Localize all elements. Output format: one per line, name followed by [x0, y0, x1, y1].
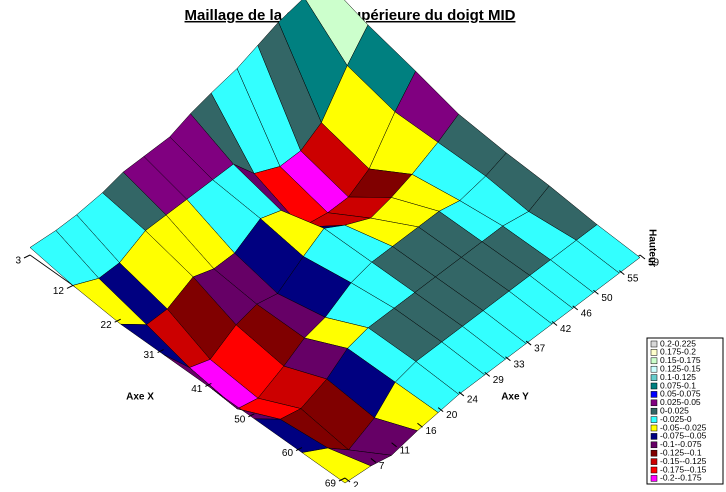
legend-swatch: [650, 475, 658, 482]
y-tick-label: 20: [446, 410, 458, 421]
x-tick-label: 12: [53, 286, 65, 297]
legend-label: 0.175-0.2: [660, 347, 696, 357]
legend-label: -0.1--0.075: [660, 439, 702, 449]
y-tick: [639, 254, 646, 260]
legend-label: -0.175--0.15: [660, 464, 707, 474]
x-tick-label: 60: [282, 448, 294, 459]
x-tick-label: 31: [144, 350, 156, 361]
x-tick: [338, 477, 346, 482]
legend-label: -0.025-0: [660, 414, 692, 424]
legend-label: 0.05-0.075: [660, 389, 701, 399]
y-tick: [618, 270, 625, 276]
y-tick-label: 33: [513, 359, 525, 370]
y-tick-label: 46: [581, 309, 593, 320]
legend-swatch: [650, 399, 658, 407]
x-tick: [114, 318, 121, 323]
x-tick: [295, 447, 303, 452]
legend-label: 0.2-0.225: [660, 338, 696, 348]
y-tick: [344, 477, 351, 483]
x-axis-label: Axe X: [126, 392, 154, 403]
y-tick: [525, 340, 532, 346]
legend-label: 0.15-0.175: [660, 355, 701, 365]
surface-cell: [301, 447, 372, 484]
legend-swatch: [650, 382, 658, 390]
z-axis-label: Hauteur: [646, 229, 657, 267]
legend-swatch: [650, 374, 658, 381]
legend-swatch: [650, 416, 658, 423]
x-tick: [66, 284, 74, 289]
legend-swatch: [650, 458, 658, 465]
legend-swatch: [650, 407, 658, 415]
y-tick: [484, 371, 491, 377]
legend-swatch: [650, 357, 658, 365]
x-tick: [205, 382, 212, 387]
legend-label: 0.125-0.15: [660, 363, 701, 373]
y-tick-label: 50: [601, 293, 613, 304]
legend-swatch: [650, 365, 658, 373]
y-tick-label: 7: [379, 461, 385, 472]
legend-swatch: [650, 441, 658, 449]
y-tick: [593, 289, 599, 295]
y-tick: [551, 321, 558, 326]
legend-swatch: [650, 340, 658, 348]
legend-box: [646, 337, 724, 485]
x-tick: [248, 413, 255, 418]
y-tick-label: 11: [400, 445, 411, 456]
legend-label: 0.1-0.125: [660, 372, 696, 382]
y-axis-label: Axe Y: [501, 392, 529, 403]
y-tick: [572, 305, 579, 311]
x-tick-label: 41: [191, 384, 203, 395]
y-tick-label: 59: [648, 258, 660, 269]
legend-swatch: [650, 466, 658, 474]
y-tick: [391, 442, 397, 448]
y-tick-label: 42: [560, 324, 572, 335]
y-tick-label: 37: [534, 344, 546, 355]
y-tick-label: 2: [353, 481, 359, 487]
x-tick-label: 69: [325, 479, 337, 487]
legend-swatch: [650, 391, 658, 398]
x-tick-label: 50: [234, 414, 246, 425]
legend-swatch: [650, 424, 658, 432]
legend-label: 0-0.025: [660, 405, 689, 415]
legend-swatch: [650, 449, 658, 457]
x-tick-label: 3: [15, 256, 21, 267]
x-tick: [157, 349, 164, 354]
legend-label: 0.025-0.05: [660, 397, 701, 407]
legend-label: -0.2--0.175: [660, 473, 702, 483]
y-tick-label: 16: [425, 426, 437, 437]
y-tick-label: 29: [493, 375, 505, 386]
y-tick-label: 24: [467, 395, 479, 406]
legend-label: -0.05--0.025: [660, 422, 707, 432]
y-tick: [505, 356, 511, 362]
legend-swatch: [650, 433, 658, 440]
legend-label: 0.075-0.1: [660, 380, 696, 390]
y-tick: [437, 407, 444, 412]
y-tick: [370, 458, 377, 463]
y-tick-label: 55: [627, 273, 639, 284]
y-tick: [458, 391, 465, 397]
x-tick: [23, 254, 31, 259]
legend-label: -0.15--0.125: [660, 456, 707, 466]
legend-label: -0.075--0.05: [660, 431, 707, 441]
y-tick: [417, 422, 423, 428]
x-tick-label: 22: [101, 320, 113, 331]
legend-swatch: [650, 349, 658, 356]
legend-label: -0.125--0.1: [660, 447, 702, 457]
